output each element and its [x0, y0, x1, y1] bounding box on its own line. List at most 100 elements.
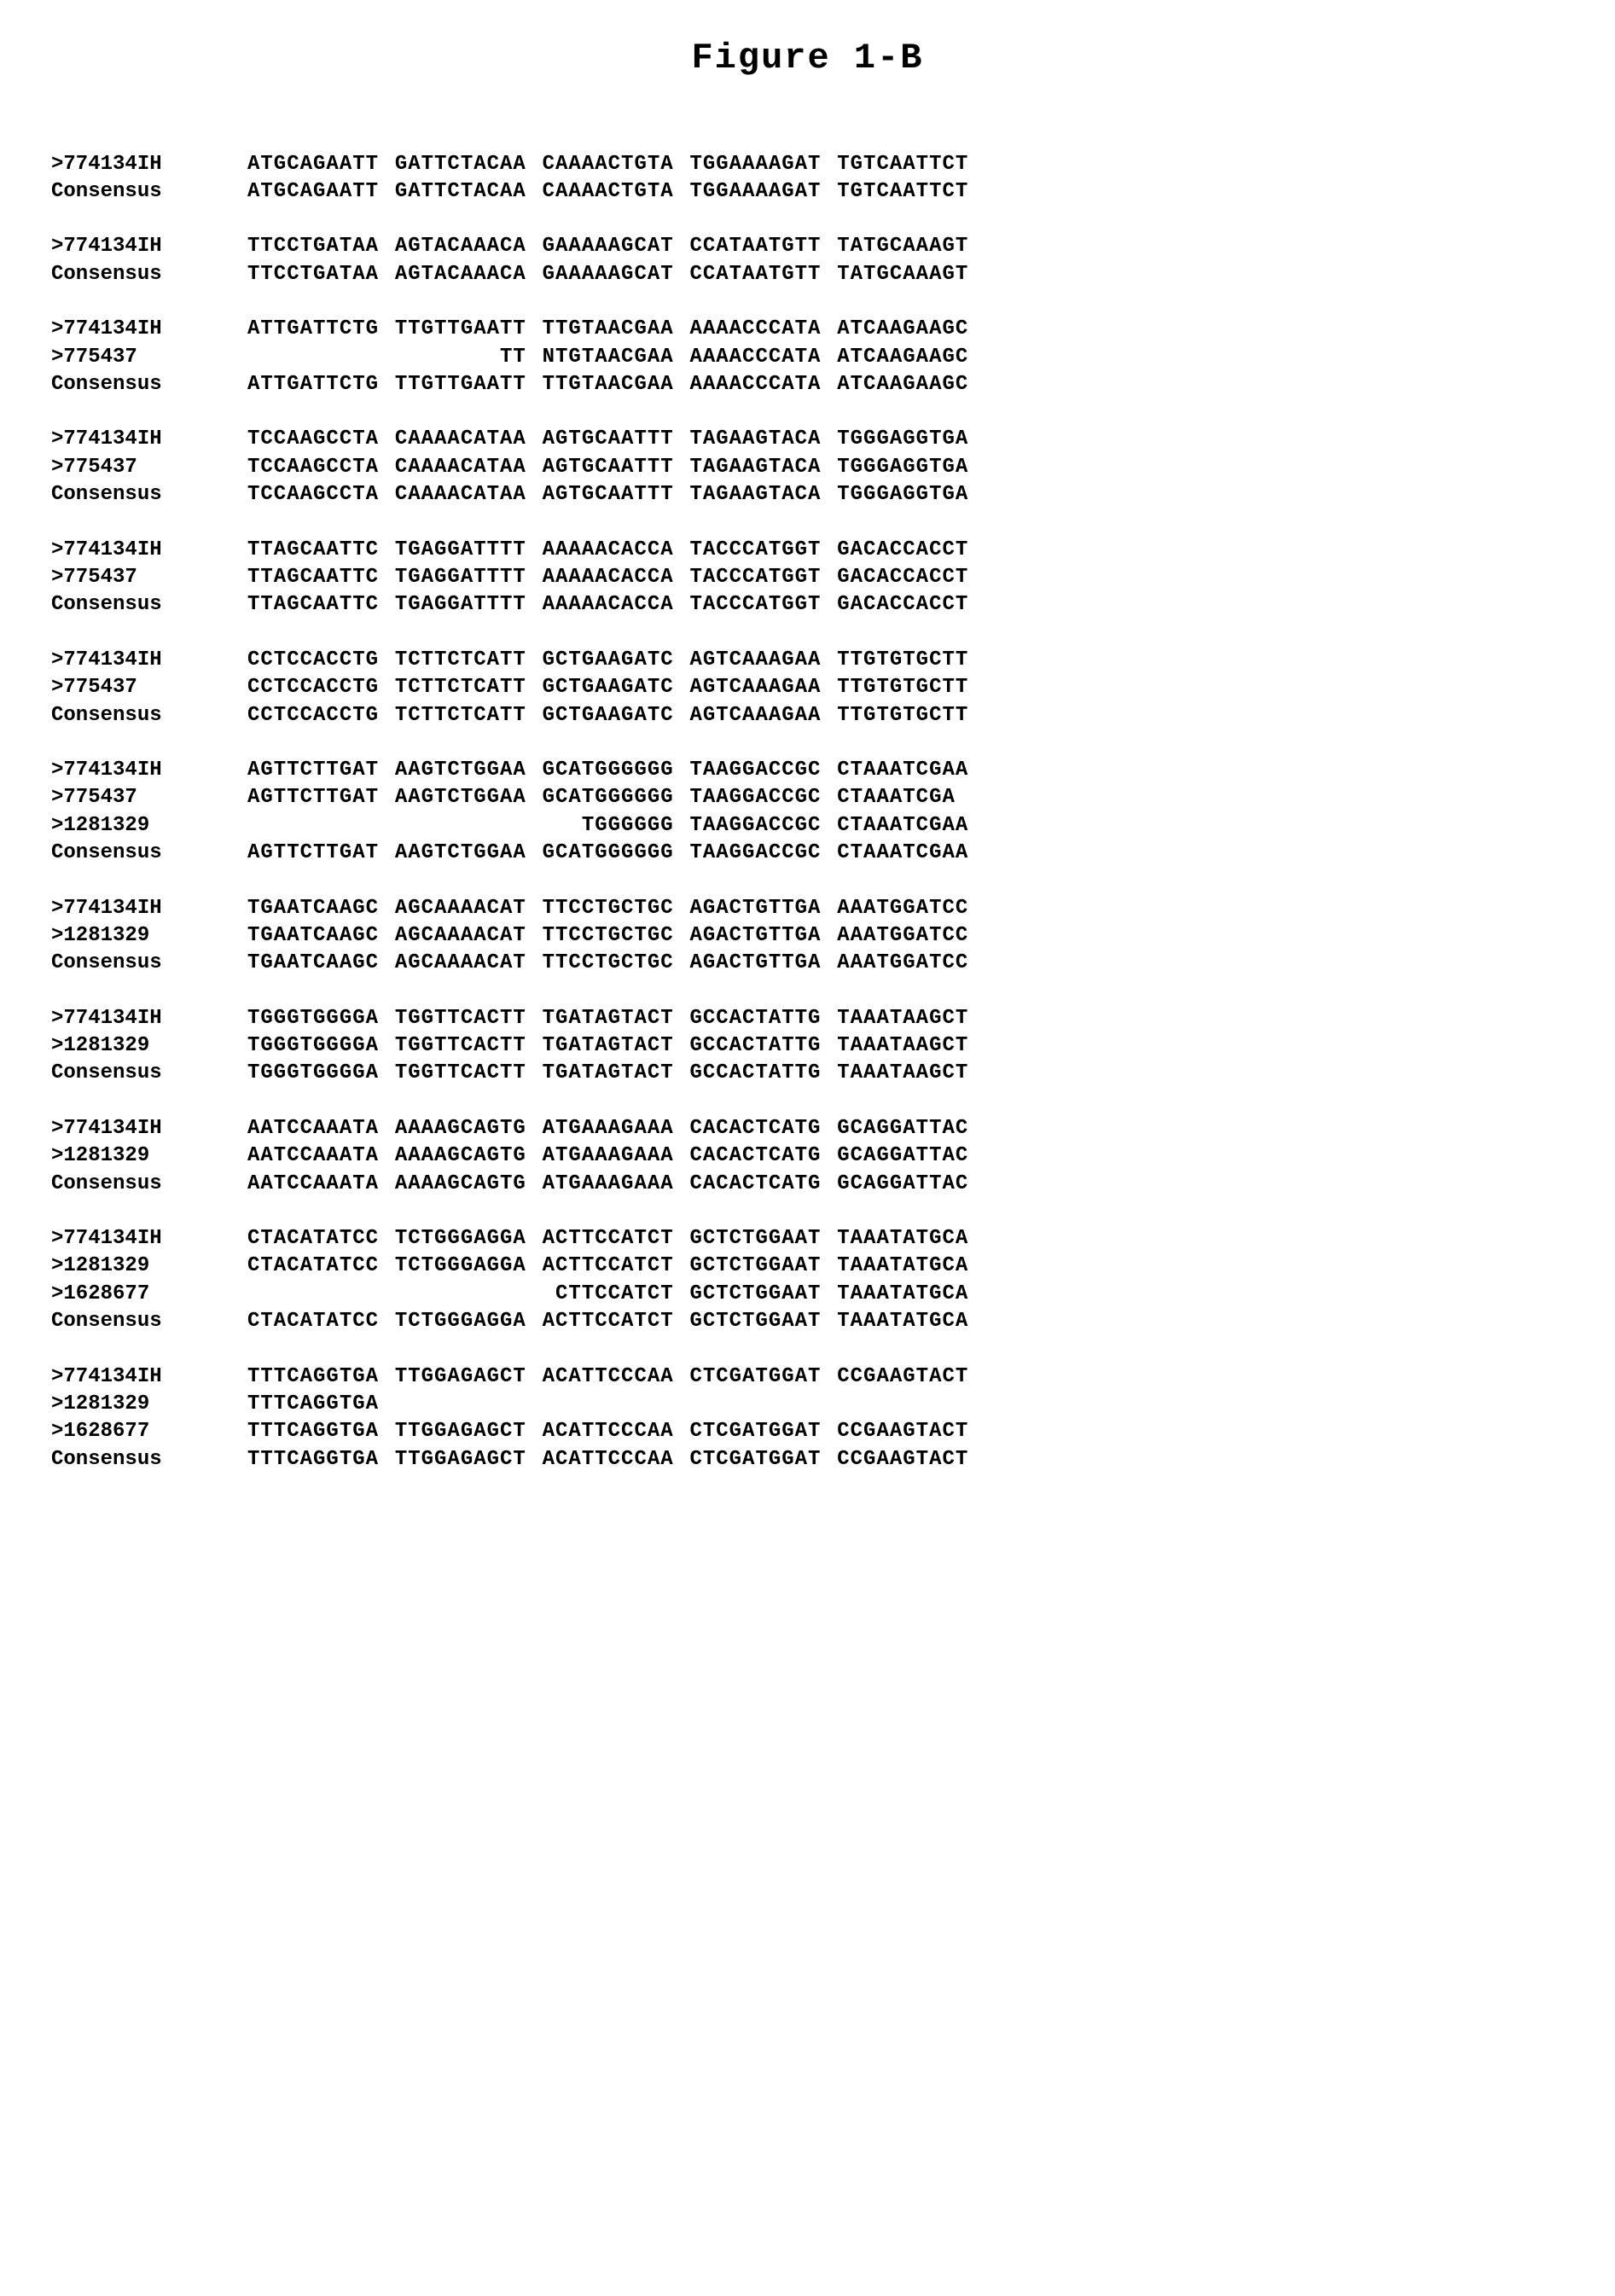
sequence-data: TTTCAGGTGATTGGAGAGCTACATTCCCAACTCGATGGAT…: [247, 1446, 985, 1474]
sequence-data: TCCAAGCCTACAAAACATAAAGTGCAATTTTAGAAGTACA…: [247, 426, 985, 453]
sequence-segment: GATTCTACAA: [395, 151, 530, 178]
alignment-row: >774134IHAGTTCTTGATAAGTCTGGAAGCATGGGGGGT…: [51, 757, 1564, 784]
sequence-segment: ATCAAGAAGC: [837, 371, 972, 398]
sequence-segment: TCCAAGCCTA: [247, 454, 382, 481]
alignment-row: >774134IHTGGGTGGGGATGGTTCACTTTGATAGTACTG…: [51, 1005, 1564, 1032]
sequence-data: CCTCCACCTGTCTTCTCATTGCTGAAGATCAGTCAAAGAA…: [247, 702, 985, 729]
sequence-segment: AAAAACACCA: [543, 591, 677, 619]
sequence-segment: GCTGAAGATC: [543, 647, 677, 674]
sequence-data: TGAATCAAGCAGCAAAACATTTCCTGCTGCAGACTGTTGA…: [247, 895, 985, 922]
sequence-segment: TGTCAATTCT: [837, 151, 972, 178]
sequence-label: >774134IH: [51, 537, 247, 564]
sequence-segment: TCTTCTCATT: [395, 674, 530, 701]
sequence-segment: TAGAAGTACA: [689, 481, 824, 509]
sequence-segment: ATCAAGAAGC: [837, 344, 972, 371]
sequence-segment: GCTCTGGAAT: [689, 1225, 824, 1253]
alignment-row: ConsensusATGCAGAATTGATTCTACAACAAAACTGTAT…: [51, 178, 1564, 206]
alignment-row: ConsensusTGGGTGGGGATGGTTCACTTTGATAGTACTG…: [51, 1060, 1564, 1087]
sequence-segment: CTAAATCGA: [837, 784, 972, 811]
sequence-segment: TGGTTCACTT: [395, 1032, 530, 1060]
sequence-data: TTAGCAATTCTGAGGATTTTAAAAACACCATACCCATGGT…: [247, 537, 985, 564]
sequence-segment: CACACTCATG: [689, 1142, 824, 1170]
sequence-segment: AGTACAAACA: [395, 261, 530, 288]
sequence-segment: AGCAAAACAT: [395, 922, 530, 950]
sequence-segment: GCCACTATTG: [689, 1060, 824, 1087]
sequence-segment: AGTGCAATTT: [543, 454, 677, 481]
sequence-segment: AAAAACACCA: [543, 564, 677, 591]
alignment-block: >774134IHCCTCCACCTG TCTTCTCATT GCTGAAGATC A…: [51, 647, 1564, 729]
sequence-segment: ACATTCCCAA: [543, 1363, 677, 1391]
sequence-data: TGGGTGGGGATGGTTCACTTTGATAGTACTGCCACTATTG…: [247, 1005, 985, 1032]
sequence-segment: CTCGATGGAT: [689, 1446, 824, 1474]
sequence-segment: TGGGTGGGGA: [247, 1060, 382, 1087]
sequence-segment: TGAGGATTTT: [395, 537, 530, 564]
sequence-data: TTCCTGATAAAGTACAAACAGAAAAAGCATCCATAATGTT…: [247, 261, 985, 288]
sequence-segment: TTGTGTGCTT: [837, 702, 972, 729]
alignment-row: >775437TCCAAGCCTACAAAACATAAAGTGCAATTTTAG…: [51, 454, 1564, 481]
sequence-segment: AGCAAAACAT: [395, 895, 530, 922]
sequence-segment: TAAATATGCA: [837, 1253, 972, 1280]
sequence-label: >774134IH: [51, 647, 247, 674]
sequence-segment: AGACTGTTGA: [689, 922, 824, 950]
sequence-segment: TACCCATGGT: [689, 564, 824, 591]
sequence-segment: AAGTCTGGAA: [395, 784, 530, 811]
sequence-segment: GACACCACCT: [837, 564, 972, 591]
sequence-label: Consensus: [51, 950, 247, 977]
alignment-row: >774134IHTTAGCAATTCTGAGGATTTTAAAAACACCAT…: [51, 537, 1564, 564]
sequence-label: >1281329: [51, 1032, 247, 1060]
sequence-segment: TATGCAAAGT: [837, 261, 972, 288]
alignment-row: >1628677TTTCAGGTGATTGGAGAGCTACATTCCCAACT…: [51, 1418, 1564, 1445]
sequence-segment: TGGTTCACTT: [395, 1060, 530, 1087]
sequence-segment: TAAATAAGCT: [837, 1032, 972, 1060]
alignment-row: >775437 TTNTGTAACGAAAAAACCCATAATCAAGAAGC: [51, 344, 1564, 371]
sequence-segment: ATGCAGAATT: [247, 178, 382, 206]
alignment-row: ConsensusAGTTCTTGATAAGTCTGGAAGCATGGGGGGT…: [51, 840, 1564, 867]
alignment-block: >774134IHTCCAAGCCTACAAAACATAAAGTGCAATTTT…: [51, 426, 1564, 509]
alignment-block: >774134IHATTGATTCTGTTGTTGAATTTTGTAACGAAA…: [51, 316, 1564, 398]
alignment-row: >775437CCTCCACCTGTCTTCTCATTGCTGAAGATCAGT…: [51, 674, 1564, 701]
sequence-segment: TTCCTGATAA: [247, 233, 382, 260]
sequence-segment: TTGTGTGCTT: [837, 674, 972, 701]
sequence-segment: CCTCCACCTG: [247, 674, 382, 701]
sequence-segment: CTACATATCC: [247, 1308, 382, 1335]
alignment-row: >775437TTAGCAATTCTGAGGATTTTAAAAACACCATAC…: [51, 564, 1564, 591]
alignment-row: ConsensusATTGATTCTGTTGTTGAATTTTGTAACGAAA…: [51, 371, 1564, 398]
sequence-segment: GCTCTGGAAT: [689, 1308, 824, 1335]
sequence-label: Consensus: [51, 840, 247, 867]
sequence-segment: AAGTCTGGAA: [395, 757, 530, 784]
sequence-segment: TTTCAGGTGA: [247, 1391, 382, 1418]
sequence-data: TCCAAGCCTACAAAACATAAAGTGCAATTTTAGAAGTACA…: [247, 454, 985, 481]
sequence-data: TTTCAGGTGATTGGAGAGCTACATTCCCAACTCGATGGAT…: [247, 1363, 985, 1391]
sequence-label: >775437: [51, 674, 247, 701]
sequence-segment: TTTCAGGTGA: [247, 1446, 382, 1474]
sequence-label: Consensus: [51, 371, 247, 398]
sequence-label: >774134IH: [51, 1115, 247, 1142]
sequence-segment: CTAAATCGAA: [837, 812, 972, 840]
sequence-segment: TCCAAGCCTA: [247, 481, 382, 509]
sequence-data: TTNTGTAACGAAAAAACCCATAATCAAGAAGC: [247, 344, 985, 371]
sequence-data: TGGGTGGGGATGGTTCACTTTGATAGTACTGCCACTATTG…: [247, 1032, 985, 1060]
sequence-segment: TGGGAGGTGA: [837, 426, 972, 453]
sequence-segment: TAAATATGCA: [837, 1225, 972, 1253]
sequence-segment: GAAAAAGCAT: [543, 261, 677, 288]
alignment-block: >774134IHTTCCTGATAAAGTACAAACAGAAAAAGCATC…: [51, 233, 1564, 288]
sequence-segment: CAAAACTGTA: [543, 151, 677, 178]
alignment-row: >1281329TGAATCAAGCAGCAAAACATTTCCTGCTGCAG…: [51, 922, 1564, 950]
sequence-segment: AAATGGATCC: [837, 950, 972, 977]
sequence-segment: TTGGAGAGCT: [395, 1418, 530, 1445]
sequence-data: ATTGATTCTGTTGTTGAATTTTGTAACGAAAAAACCCATA…: [247, 316, 985, 343]
sequence-segment: TGGAAAAGAT: [689, 178, 824, 206]
sequence-segment: GCTGAAGATC: [543, 702, 677, 729]
alignment-block: >774134IHTGAATCAAGCAGCAAAACATTTCCTGCTGCA…: [51, 895, 1564, 978]
sequence-segment: ACATTCCCAA: [543, 1418, 677, 1445]
sequence-label: >775437: [51, 784, 247, 811]
sequence-segment: NTGTAACGAA: [543, 344, 677, 371]
sequence-label: Consensus: [51, 261, 247, 288]
alignment-row: >774134IHTGAATCAAGCAGCAAAACATTTCCTGCTGCA…: [51, 895, 1564, 922]
sequence-segment: AGTCAAAGAA: [689, 702, 824, 729]
sequence-segment: AAATGGATCC: [837, 922, 972, 950]
sequence-segment: TTGTGTGCTT: [837, 647, 972, 674]
sequence-segment: GCAGGATTAC: [837, 1142, 972, 1170]
sequence-data: CTACATATCCTCTGGGAGGAACTTCCATCTGCTCTGGAAT…: [247, 1225, 985, 1253]
sequence-data: TTTCAGGTGATTGGAGAGCTACATTCCCAACTCGATGGAT…: [247, 1418, 985, 1445]
